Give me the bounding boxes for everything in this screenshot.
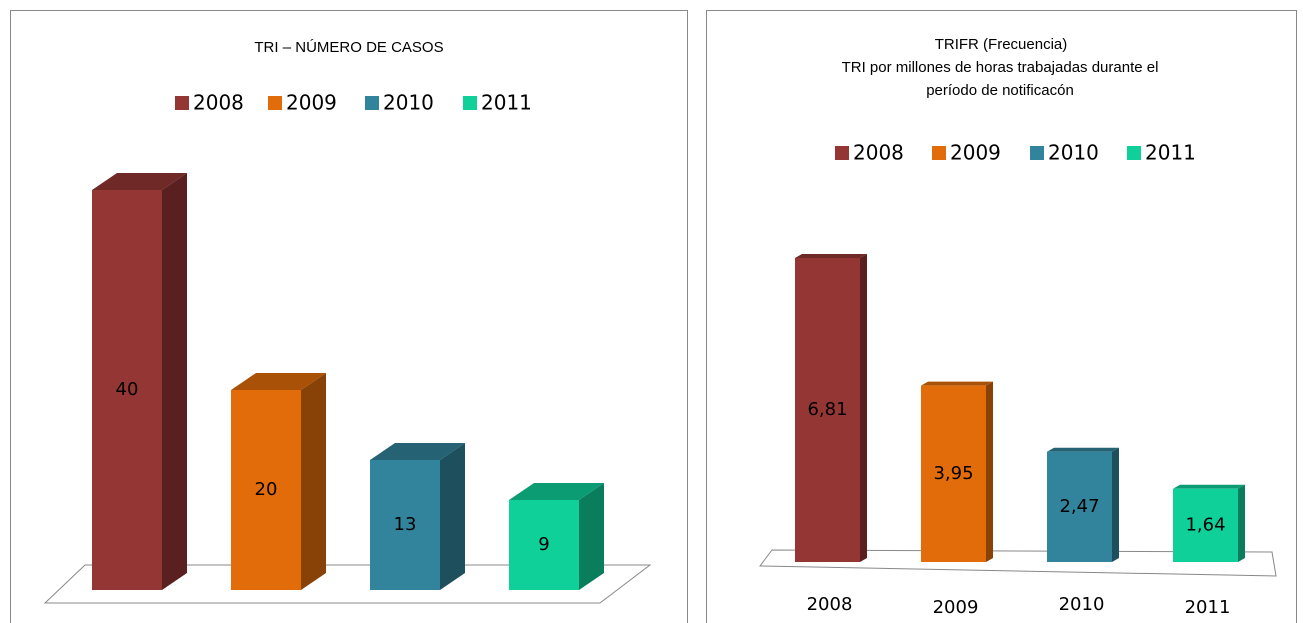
chart-subtitle: TRI por millones de horas trabajadas dur… (841, 59, 1159, 99)
legend-swatch (268, 96, 282, 110)
legend-label: 2009 (950, 141, 1001, 165)
data-label: 6,81 (807, 399, 847, 420)
bar-side (986, 381, 993, 562)
bar-side (860, 254, 867, 562)
legend-label: 2010 (1048, 141, 1099, 165)
legend-swatch (365, 96, 379, 110)
floor (759, 549, 1277, 577)
x-tick-label: 2008 (807, 594, 853, 615)
data-label: 9 (538, 534, 549, 555)
data-label: 3,95 (933, 463, 973, 484)
bar-top (509, 483, 604, 500)
legend-label: 2008 (853, 141, 904, 165)
bar (509, 500, 579, 590)
chart-title: TRI – NÚMERO DE CASOS (254, 39, 443, 56)
bar (921, 385, 986, 562)
data-label: 1,64 (1185, 514, 1225, 535)
legend-label: 2010 (383, 91, 434, 115)
bar (92, 190, 162, 590)
subtitle-box: TRI por millones de horas trabajadas dur… (841, 59, 1159, 99)
legend-label: 2011 (1145, 141, 1196, 165)
legend-label: 2009 (286, 91, 337, 115)
bar-side (1112, 447, 1119, 562)
bar-top (795, 254, 867, 258)
legend-swatch (932, 146, 946, 160)
floor (43, 564, 652, 604)
bar (231, 390, 301, 590)
legend-swatch (463, 96, 477, 110)
legend-label: 2011 (481, 91, 532, 115)
bar-side (301, 373, 326, 590)
data-label: 13 (394, 514, 417, 535)
legend-swatch (1030, 146, 1044, 160)
bar-top (92, 173, 187, 190)
bar-top (231, 373, 326, 390)
data-label: 20 (255, 479, 278, 500)
chart-title: TRIFR (Frecuencia) (935, 36, 1068, 53)
bar (370, 460, 440, 590)
bar-top (370, 443, 465, 460)
legend-swatch (835, 146, 849, 160)
x-tick-label: 2011 (1185, 597, 1231, 618)
legend-swatch (175, 96, 189, 110)
legend-label: 2008 (193, 91, 244, 115)
bar-side (440, 443, 465, 590)
data-label: 2,47 (1059, 496, 1099, 517)
bar (795, 258, 860, 562)
bar-top (1047, 447, 1119, 452)
bar-side (1238, 484, 1245, 562)
bar-side (579, 483, 604, 590)
legend-swatch (1127, 146, 1141, 160)
x-tick-label: 2009 (933, 597, 979, 618)
bar-side (162, 173, 187, 590)
bar (1173, 488, 1238, 562)
data-label: 40 (116, 379, 139, 400)
bar-top (1173, 484, 1245, 489)
bar-top (921, 381, 993, 386)
bar (1047, 451, 1112, 562)
x-tick-label: 2010 (1059, 594, 1105, 615)
